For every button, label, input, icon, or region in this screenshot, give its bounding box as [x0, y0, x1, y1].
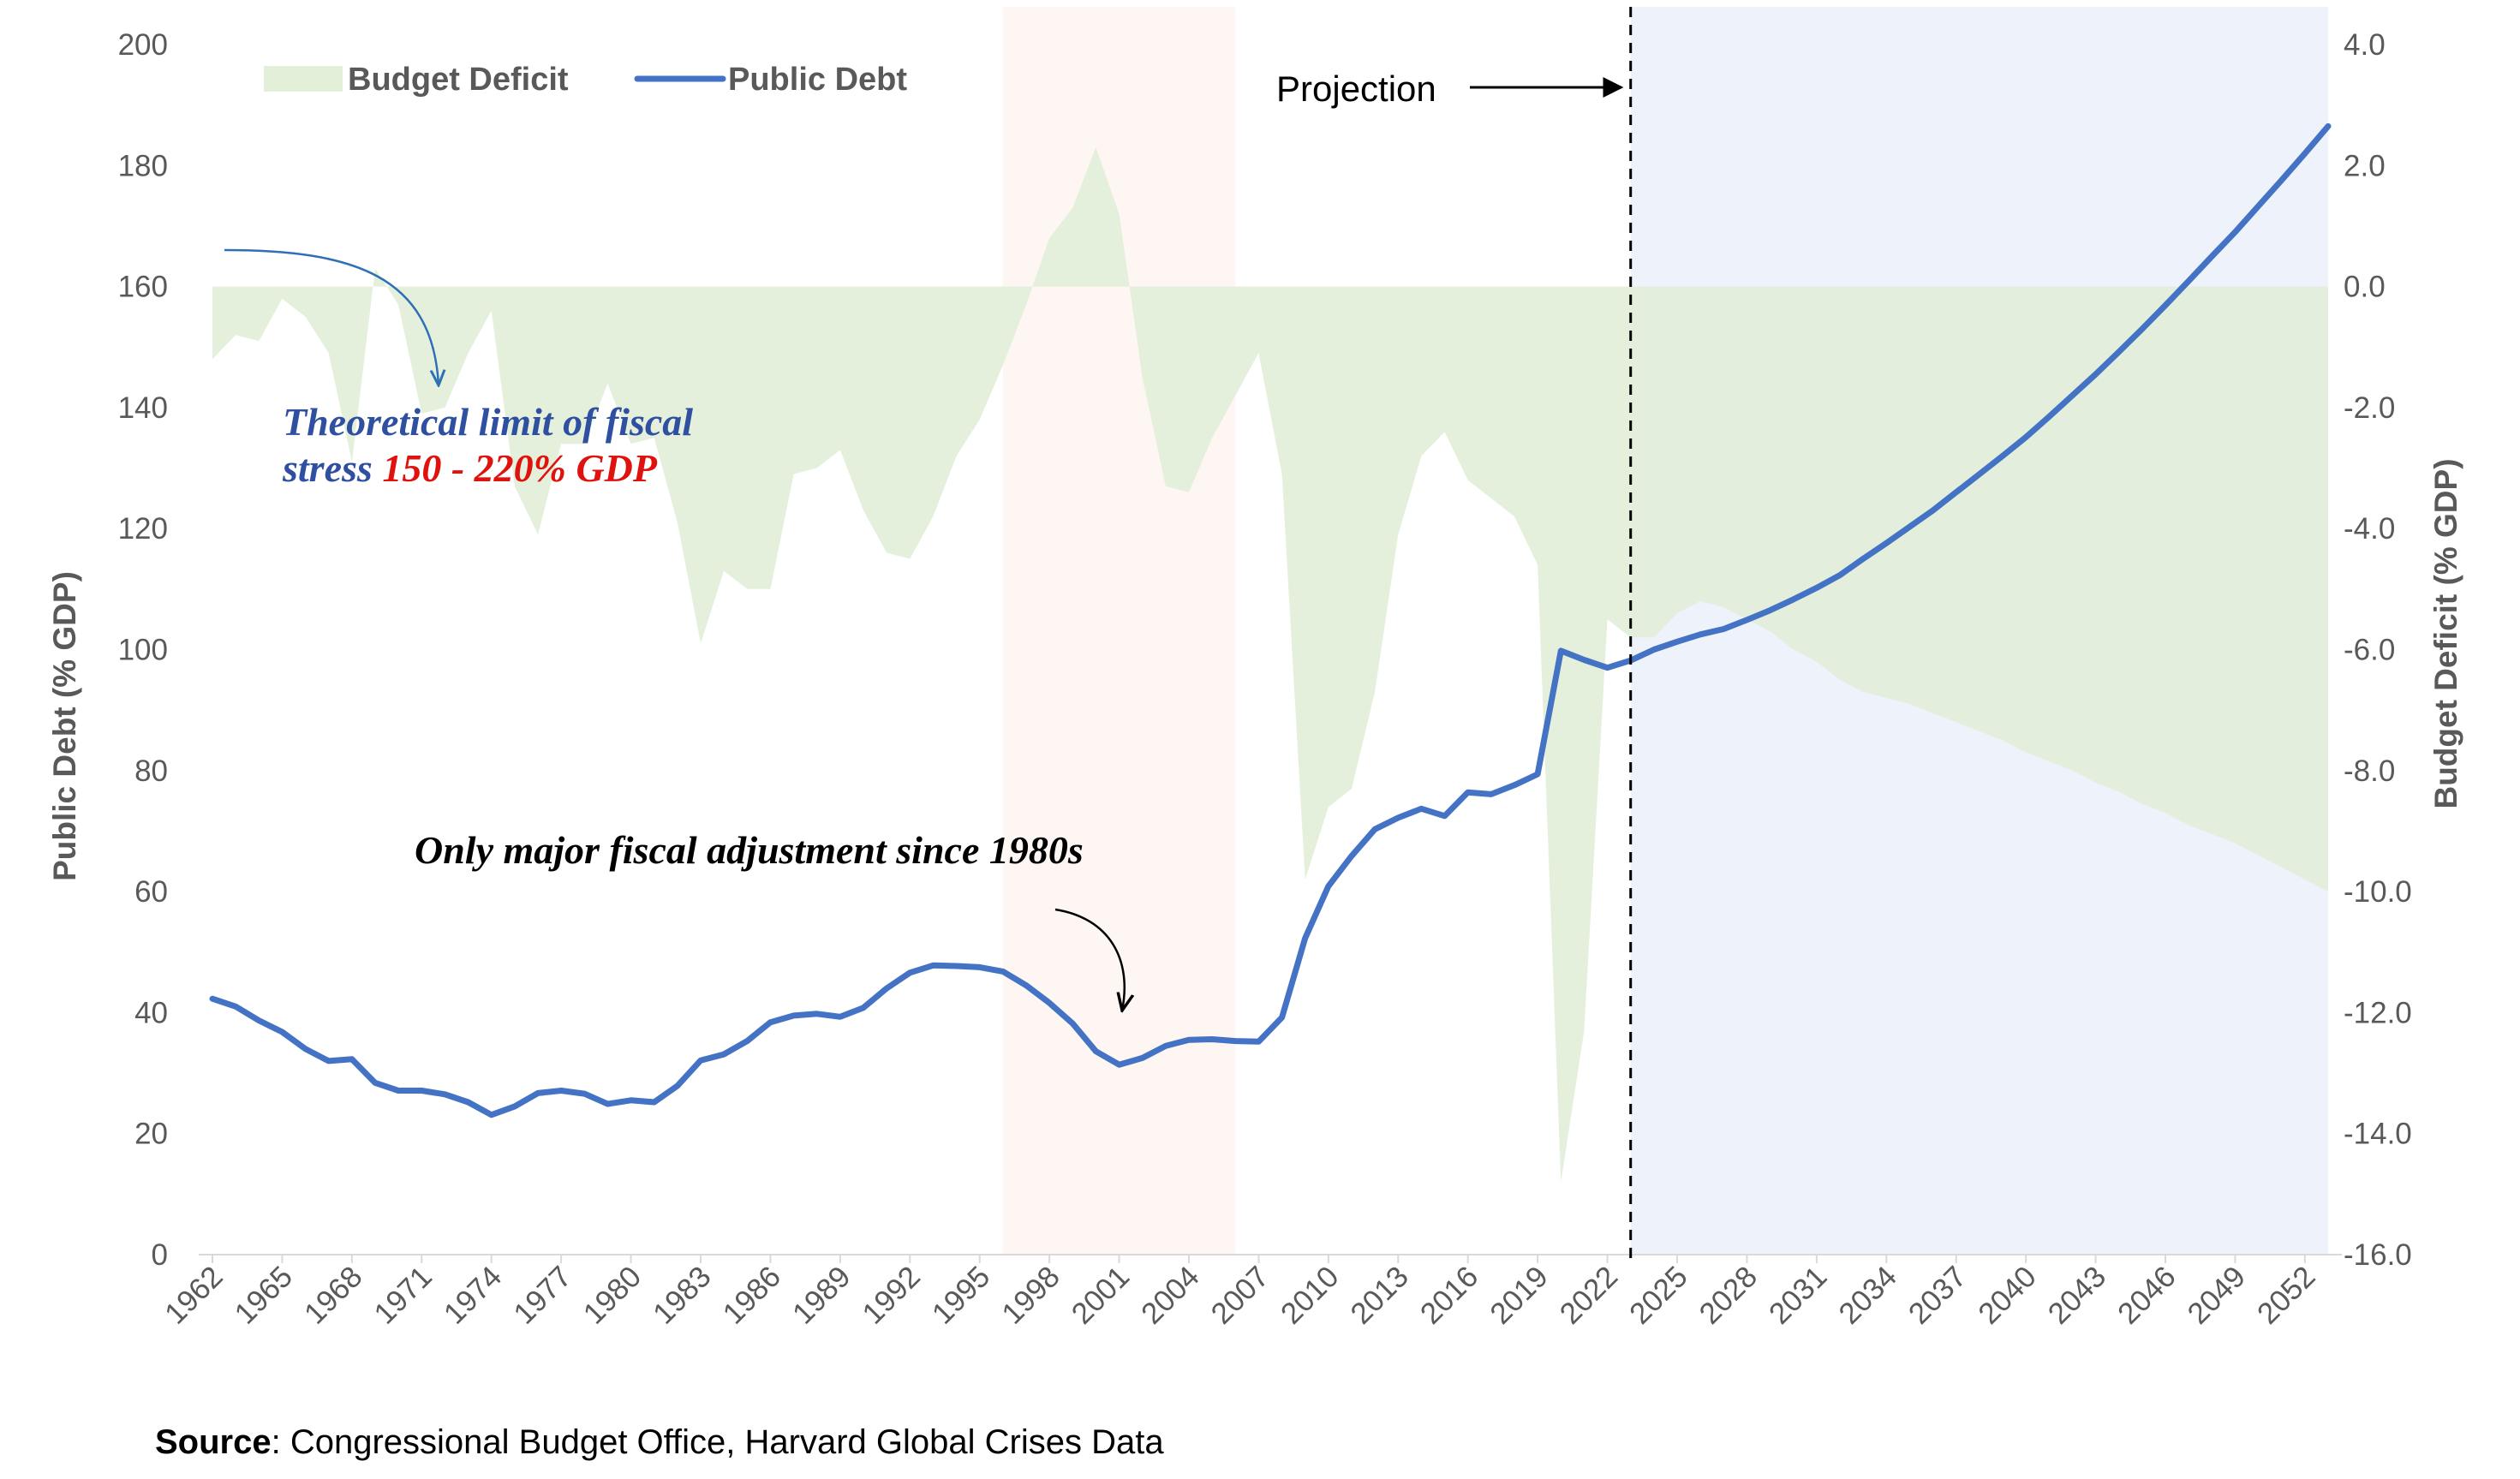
x-tick-label: 1989 [786, 1260, 857, 1331]
x-tick-label: 1980 [577, 1260, 648, 1331]
right-tick-label: -16.0 [2344, 1238, 2412, 1272]
x-tick-label: 2040 [1972, 1260, 2043, 1331]
right-tick-label: -6.0 [2344, 634, 2395, 667]
left-tick-label: 120 [118, 512, 168, 546]
x-tick-label: 2037 [1902, 1260, 1974, 1331]
left-tick-label: 140 [118, 391, 168, 425]
right-tick-label: -12.0 [2344, 996, 2412, 1029]
right-tick-label: -14.0 [2344, 1118, 2412, 1151]
fiscal-stress-arrow [224, 248, 439, 385]
x-axis-ticks: 1962196519681971197419771980198319861989… [158, 1255, 2322, 1331]
left-axis-title: Public Debt (% GDP) [47, 571, 82, 881]
fiscal-adjustment-annotation: Only major fiscal adjustment since 1980s [415, 828, 1084, 872]
x-tick-label: 2043 [2042, 1260, 2113, 1331]
x-tick-label: 2034 [1832, 1260, 1903, 1331]
fiscal-adjustment-arrow [1054, 908, 1125, 1011]
fiscal-stress-annotation-line2: stress 150 - 220% GDP [282, 446, 658, 490]
left-tick-label: 40 [134, 996, 168, 1029]
x-tick-label: 1962 [158, 1260, 230, 1331]
x-tick-label: 2052 [2251, 1260, 2322, 1331]
x-tick-label: 1986 [716, 1260, 787, 1331]
x-tick-label: 1998 [995, 1260, 1066, 1331]
right-tick-label: 4.0 [2344, 28, 2386, 62]
budget-deficit-area [212, 147, 2328, 1183]
left-tick-label: 200 [118, 28, 168, 62]
left-tick-label: 20 [134, 1118, 168, 1151]
x-tick-label: 2007 [1204, 1260, 1275, 1331]
x-tick-label: 1983 [647, 1260, 718, 1331]
source-text: : Congressional Budget Office, Harvard G… [272, 1423, 1165, 1461]
left-tick-label: 60 [134, 875, 168, 909]
left-axis-ticks: 0 20 40 60 80 100 120 140 160 180 200 [118, 28, 168, 1272]
left-tick-label: 100 [118, 634, 168, 667]
x-tick-label: 2019 [1484, 1260, 1555, 1331]
legend: Budget Deficit Public Debt [264, 62, 907, 98]
right-axis-title: Budget Deficit (% GDP) [2428, 458, 2463, 808]
right-tick-label: 2.0 [2344, 149, 2386, 182]
left-tick-label: 0 [152, 1238, 168, 1272]
right-tick-label: -2.0 [2344, 391, 2395, 425]
right-tick-label: -4.0 [2344, 512, 2395, 546]
x-tick-label: 1965 [228, 1260, 299, 1331]
right-tick-label: 0.0 [2344, 271, 2386, 304]
left-tick-label: 160 [118, 271, 168, 304]
x-tick-label: 2022 [1554, 1260, 1625, 1331]
left-tick-label: 80 [134, 754, 168, 788]
fiscal-stress-annotation-line1: Theoretical limit of fiscal [283, 400, 693, 444]
x-tick-label: 2046 [2111, 1260, 2183, 1331]
right-tick-label: -8.0 [2344, 754, 2395, 788]
x-tick-label: 1971 [367, 1260, 439, 1331]
x-tick-label: 2001 [1066, 1260, 1137, 1331]
fiscal-stress-range: 150 - 220% GDP [382, 446, 658, 490]
x-tick-label: 2025 [1623, 1260, 1694, 1331]
legend-label-public-debt: Public Debt [728, 62, 907, 98]
right-axis-ticks: -16.0 -14.0 -12.0 -10.0 -8.0 -6.0 -4.0 -2.0 0.0 2… [2344, 28, 2412, 1272]
projection-label: Projection [1276, 69, 1436, 109]
fiscal-stress-prefix: stress [282, 446, 382, 490]
x-tick-label: 2013 [1344, 1260, 1415, 1331]
x-tick-label: 1977 [507, 1260, 578, 1331]
x-tick-label: 1992 [856, 1260, 927, 1331]
x-tick-label: 2004 [1135, 1260, 1206, 1331]
x-tick-label: 2010 [1275, 1260, 1346, 1331]
legend-swatch-budget-deficit [264, 66, 343, 92]
legend-label-budget-deficit: Budget Deficit [348, 62, 569, 98]
right-tick-label: -10.0 [2344, 875, 2412, 909]
x-tick-label: 2031 [1763, 1260, 1834, 1331]
x-tick-label: 1974 [438, 1260, 509, 1331]
x-tick-label: 2028 [1693, 1260, 1764, 1331]
x-tick-label: 1995 [926, 1260, 997, 1331]
x-tick-label: 2049 [2181, 1260, 2252, 1331]
source-note: Source: Congressional Budget Office, Har… [155, 1423, 1164, 1461]
x-tick-label: 1968 [298, 1260, 369, 1331]
x-tick-label: 2016 [1414, 1260, 1485, 1331]
public-debt-line [209, 122, 2332, 1118]
left-tick-label: 180 [118, 149, 168, 182]
source-label: Source [155, 1423, 272, 1461]
